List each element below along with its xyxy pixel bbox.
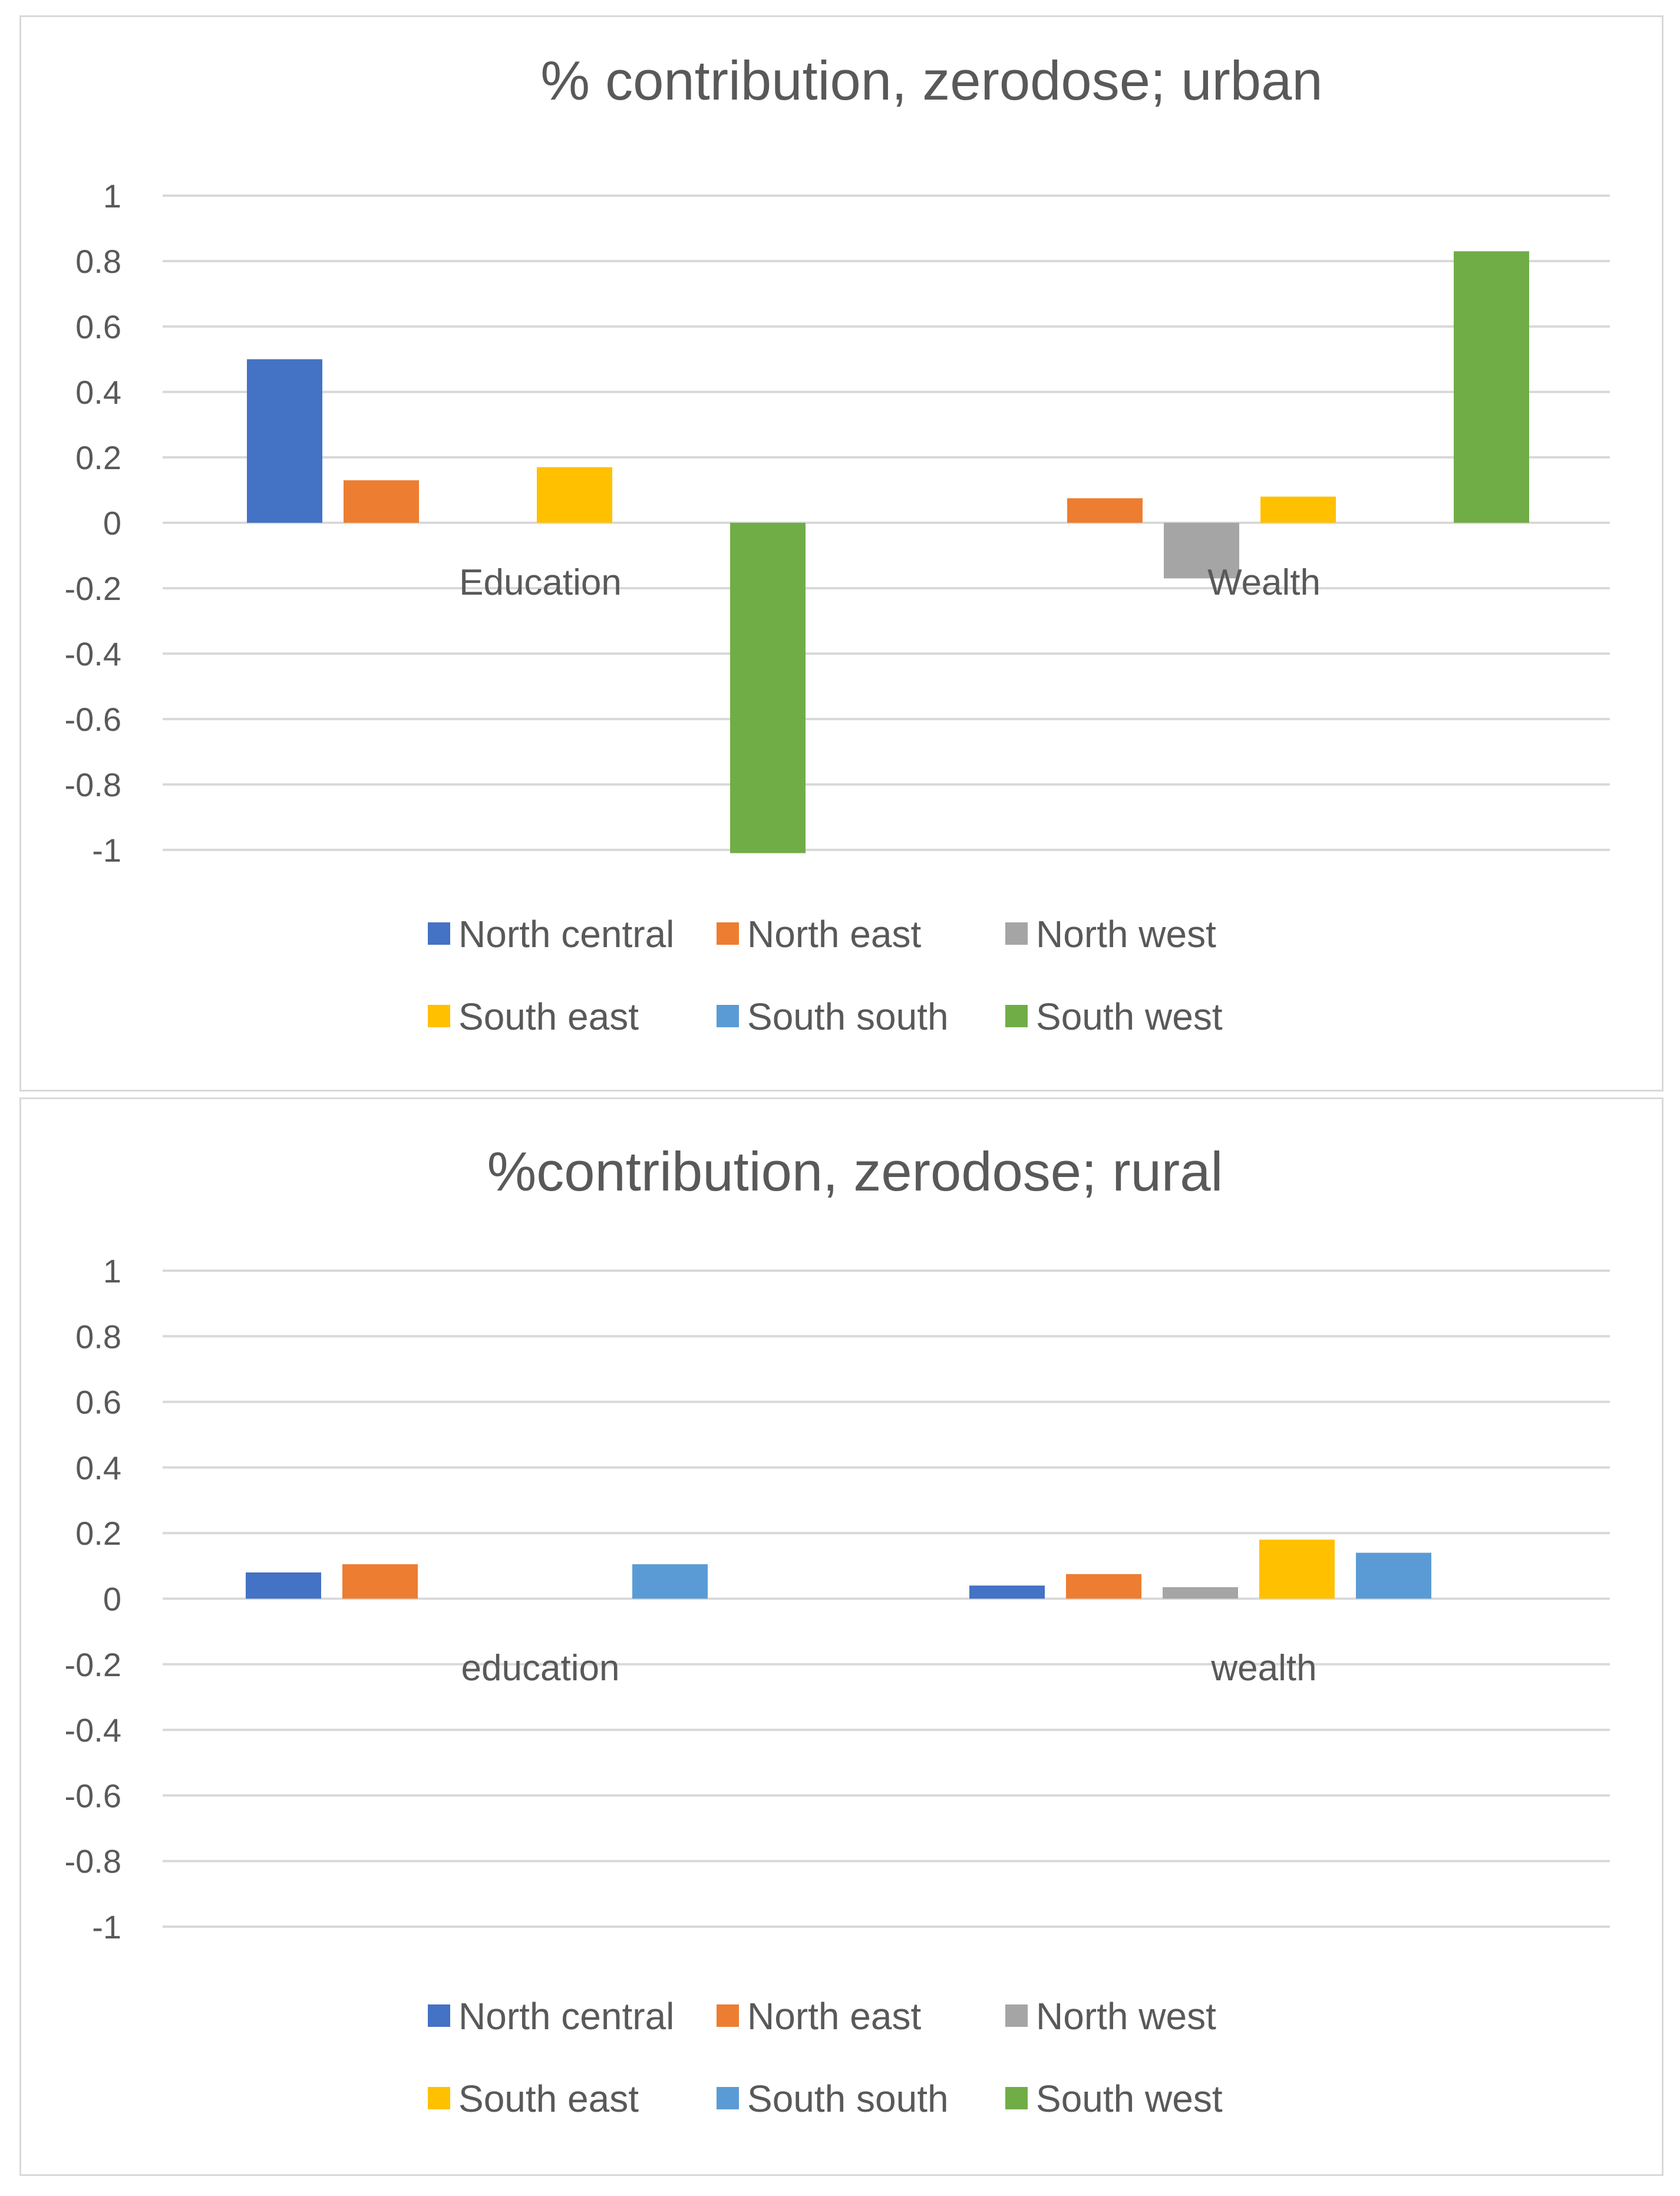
- chart-rural: %contribution, zerodose; rural 1 0.8 0.6 0.4…: [65, 1140, 1610, 2120]
- y-tick-label: -0.8: [65, 1843, 122, 1880]
- legend-label-south-east: South east: [458, 2078, 639, 2120]
- legend-swatch-north-west: [1005, 922, 1028, 945]
- y-tick-label: 0.2: [75, 439, 121, 476]
- bar-north-central-wealth: [969, 1585, 1045, 1599]
- y-tick-label: -0.2: [65, 570, 122, 607]
- legend-swatch-north-central: [428, 922, 450, 945]
- category-label-wealth: wealth: [1210, 1648, 1316, 1689]
- bar-north-east-education: [342, 1564, 418, 1599]
- legend-label-north-central: North central: [458, 1995, 674, 2037]
- bar-north-east-education: [344, 480, 419, 523]
- y-tick-label: 0.8: [75, 1318, 121, 1355]
- chart-panel-urban: % contribution, zerodose; urban 1 0.8 0.6 0.…: [19, 15, 1664, 1092]
- y-tick-label: 0.8: [75, 243, 121, 280]
- chart-title: % contribution, zerodose; urban: [540, 50, 1322, 111]
- legend-swatch-south-south: [717, 2087, 739, 2109]
- bar-south-south-education: [632, 1564, 708, 1599]
- bar-south-south-wealth: [1356, 1552, 1431, 1599]
- legend-label-north-east: North east: [747, 1995, 921, 2037]
- chart-panel-rural: %contribution, zerodose; rural 1 0.8 0.6 0.4…: [19, 1097, 1664, 2176]
- category-label-education: Education: [459, 562, 622, 603]
- legend-swatch-south-west: [1005, 1005, 1028, 1027]
- bar-south-east-wealth: [1260, 496, 1336, 523]
- legend-swatch-north-east: [717, 2004, 739, 2027]
- y-tick-label: 0: [103, 1581, 121, 1618]
- y-tick-label: 1: [103, 177, 121, 215]
- legend-label-south-east: South east: [458, 995, 639, 1038]
- y-tick-label: 0.2: [75, 1515, 121, 1552]
- legend-label-north-east: North east: [747, 913, 921, 955]
- y-tick-label: 0.4: [75, 374, 121, 411]
- y-tick-label: -1: [92, 832, 121, 869]
- y-tick-label: 0: [103, 505, 121, 542]
- y-tick-label: -0.4: [65, 1712, 122, 1749]
- y-tick-label: -1: [92, 1908, 121, 1946]
- bar-south-east-wealth: [1259, 1539, 1335, 1599]
- y-tick-label: -0.6: [65, 701, 122, 738]
- y-tick-label: -0.6: [65, 1777, 122, 1814]
- legend-swatch-north-central: [428, 2004, 450, 2027]
- chart-title: %contribution, zerodose; rural: [487, 1140, 1223, 1202]
- legend-label-south-south: South south: [747, 995, 949, 1038]
- legend-label-north-west: North west: [1036, 1995, 1216, 2037]
- bar-north-west-wealth: [1164, 523, 1239, 579]
- y-tick-label: 0.6: [75, 1384, 121, 1421]
- y-tick-label: -0.4: [65, 635, 122, 672]
- y-tick-label: 0.6: [75, 308, 121, 345]
- bar-north-west-wealth: [1163, 1587, 1238, 1599]
- category-label-wealth: Wealth: [1207, 562, 1321, 603]
- category-label-education: education: [461, 1648, 620, 1689]
- legend-label-north-central: North central: [458, 913, 674, 955]
- legend-swatch-south-west: [1005, 2087, 1028, 2109]
- legend-swatch-south-east: [428, 2087, 450, 2109]
- legend-label-south-west: South west: [1036, 995, 1223, 1038]
- bar-north-east-wealth: [1066, 1574, 1141, 1599]
- bar-north-central-education: [246, 1572, 321, 1599]
- bar-south-west-wealth: [1454, 251, 1529, 523]
- bar-south-east-education: [537, 467, 612, 523]
- legend-swatch-south-south: [717, 1005, 739, 1027]
- y-tick-label: -0.8: [65, 766, 122, 803]
- legend-label-south-west: South west: [1036, 2078, 1223, 2120]
- legend-swatch-north-west: [1005, 2004, 1028, 2027]
- bar-north-east-wealth: [1067, 498, 1143, 523]
- bar-south-west-education: [730, 523, 806, 853]
- y-tick-label: 1: [103, 1252, 121, 1290]
- bar-north-central-education: [247, 359, 322, 523]
- legend-swatch-north-east: [717, 922, 739, 945]
- legend-label-south-south: South south: [747, 2078, 949, 2120]
- legend-label-north-west: North west: [1036, 913, 1216, 955]
- chart-urban: % contribution, zerodose; urban 1 0.8 0.6 0.…: [65, 50, 1610, 1038]
- y-tick-label: -0.2: [65, 1646, 122, 1683]
- y-tick-label: 0.4: [75, 1449, 121, 1486]
- legend-swatch-south-east: [428, 1005, 450, 1027]
